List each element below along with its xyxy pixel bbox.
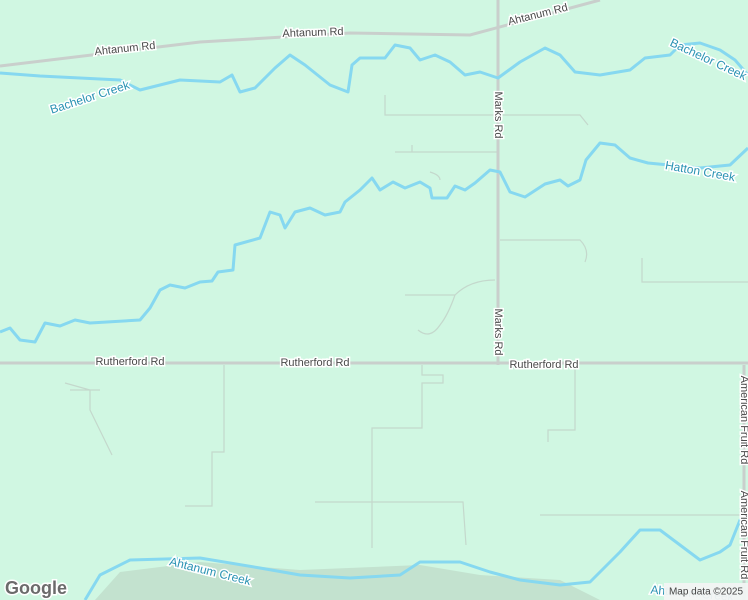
road-label: Rutherford Rd	[95, 356, 164, 368]
road-label: Rutherford Rd	[509, 359, 578, 371]
road-label: Marks Rd	[492, 308, 504, 355]
road-label: American Fruit Rd	[738, 491, 748, 580]
map-data-attribution[interactable]: Map data ©2025	[669, 587, 744, 598]
park-area	[95, 562, 600, 600]
google-logo[interactable]: Google	[4, 576, 69, 599]
road-label: Ahtanum Rd	[282, 26, 344, 40]
road-label: American Fruit Rd	[738, 376, 748, 465]
road-label: Marks Rd	[492, 91, 504, 138]
creeks	[0, 41, 748, 600]
minor-roads	[64, 95, 748, 548]
attribution-background	[664, 583, 748, 600]
road-label: Rutherford Rd	[280, 357, 349, 369]
